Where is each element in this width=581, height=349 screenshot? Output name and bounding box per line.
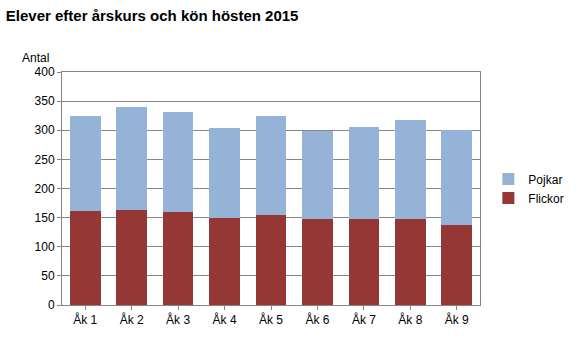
svg-text:Antal: Antal: [22, 51, 49, 65]
svg-text:50: 50: [41, 269, 55, 283]
svg-text:Åk 5: Åk 5: [259, 312, 283, 327]
svg-text:300: 300: [35, 123, 55, 137]
svg-text:Flickor: Flickor: [528, 192, 563, 206]
svg-text:Åk 1: Åk 1: [73, 312, 97, 327]
svg-text:250: 250: [35, 153, 55, 167]
svg-text:Pojkar: Pojkar: [528, 173, 562, 187]
svg-text:400: 400: [35, 65, 55, 79]
svg-text:350: 350: [35, 94, 55, 108]
svg-text:200: 200: [35, 182, 55, 196]
svg-text:0: 0: [48, 298, 55, 312]
svg-text:Åk 3: Åk 3: [166, 312, 190, 327]
svg-text:Åk 7: Åk 7: [352, 312, 376, 327]
svg-text:Elever efter årskurs och kön h: Elever efter årskurs och kön hösten 2015: [6, 7, 299, 24]
svg-text:150: 150: [35, 211, 55, 225]
svg-text:Åk 6: Åk 6: [305, 312, 329, 327]
svg-text:100: 100: [35, 240, 55, 254]
svg-text:Åk 2: Åk 2: [120, 312, 144, 327]
svg-text:Åk 8: Åk 8: [398, 312, 422, 327]
svg-text:Åk 9: Åk 9: [445, 312, 469, 327]
svg-text:Åk 4: Åk 4: [213, 312, 237, 327]
